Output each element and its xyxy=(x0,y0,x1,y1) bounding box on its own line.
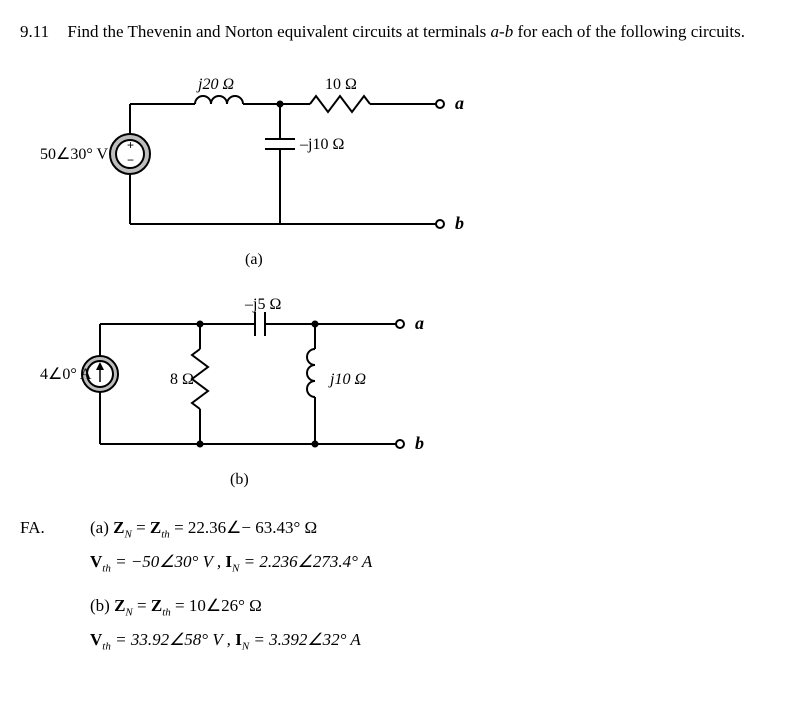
capacitor-label-b: –j5 Ω xyxy=(244,296,281,313)
resistor-label-a: 10 Ω xyxy=(325,76,357,93)
source-minus: − xyxy=(127,153,134,167)
answer-b-line1: (b) ZN = Zth = 10∠26° Ω xyxy=(90,592,262,622)
problem-number: 9.11 xyxy=(20,22,49,41)
term-a-label-b: a xyxy=(415,313,424,333)
problem-text2: for each of the following circuits. xyxy=(513,22,745,41)
voltage-source-label: 50∠30° V xyxy=(40,146,108,163)
answer-a-line1: (a) ZN = Zth = 22.36∠− 63.43° Ω xyxy=(90,514,317,544)
term-a-label: a xyxy=(455,93,464,113)
sublabel-a: (a) xyxy=(245,251,263,268)
answer-a-line2: Vth = −50∠30° V , IN = 2.236∠273.4° A xyxy=(90,548,372,578)
term-b-label-b: b xyxy=(415,433,424,453)
capacitor-label-a: –j10 Ω xyxy=(299,136,344,153)
circuit-a: a j20 Ω 10 Ω + − 50∠30° V –j10 Ω b (a) xyxy=(40,74,766,274)
current-source-label: 4∠0° A xyxy=(40,366,92,383)
sublabel-b: (b) xyxy=(230,471,249,488)
problem-statement: 9.11 Find the Thevenin and Norton equiva… xyxy=(20,20,766,44)
inductor-label-b: j10 Ω xyxy=(328,371,366,388)
problem-ab: a-b xyxy=(491,22,514,41)
resistor-label-b: 8 Ω xyxy=(170,371,194,388)
source-plus: + xyxy=(127,138,134,152)
final-answers: FA. (a) ZN = Zth = 22.36∠− 63.43° Ω Vth … xyxy=(20,514,766,656)
inductor-label-a: j20 Ω xyxy=(196,76,234,93)
term-b-label: b xyxy=(455,213,464,233)
circuit-a-svg: a j20 Ω 10 Ω + − 50∠30° V –j10 Ω b (a) xyxy=(40,74,490,274)
answer-b-line2: Vth = 33.92∠58° V , IN = 3.392∠32° A xyxy=(90,626,361,656)
fa-label: FA. xyxy=(20,514,90,544)
circuit-b: a –j5 Ω 4∠0° A 8 Ω j10 Ω b (b) xyxy=(40,294,766,494)
problem-text1: Find the Thevenin and Norton equivalent … xyxy=(67,22,490,41)
circuit-b-svg: a –j5 Ω 4∠0° A 8 Ω j10 Ω b (b) xyxy=(40,294,460,494)
